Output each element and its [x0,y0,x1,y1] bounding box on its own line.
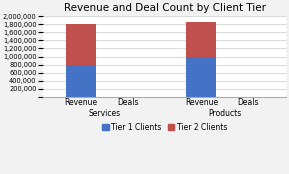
Bar [66,24,96,65]
Bar [66,65,96,97]
Bar [186,57,216,97]
Text: Products: Products [208,109,241,118]
Bar [186,22,216,57]
Legend: Tier 1 Clients, Tier 2 Clients: Tier 1 Clients, Tier 2 Clients [99,120,230,135]
Text: Services: Services [88,109,121,118]
Title: Revenue and Deal Count by Client Tier: Revenue and Deal Count by Client Tier [64,3,266,13]
